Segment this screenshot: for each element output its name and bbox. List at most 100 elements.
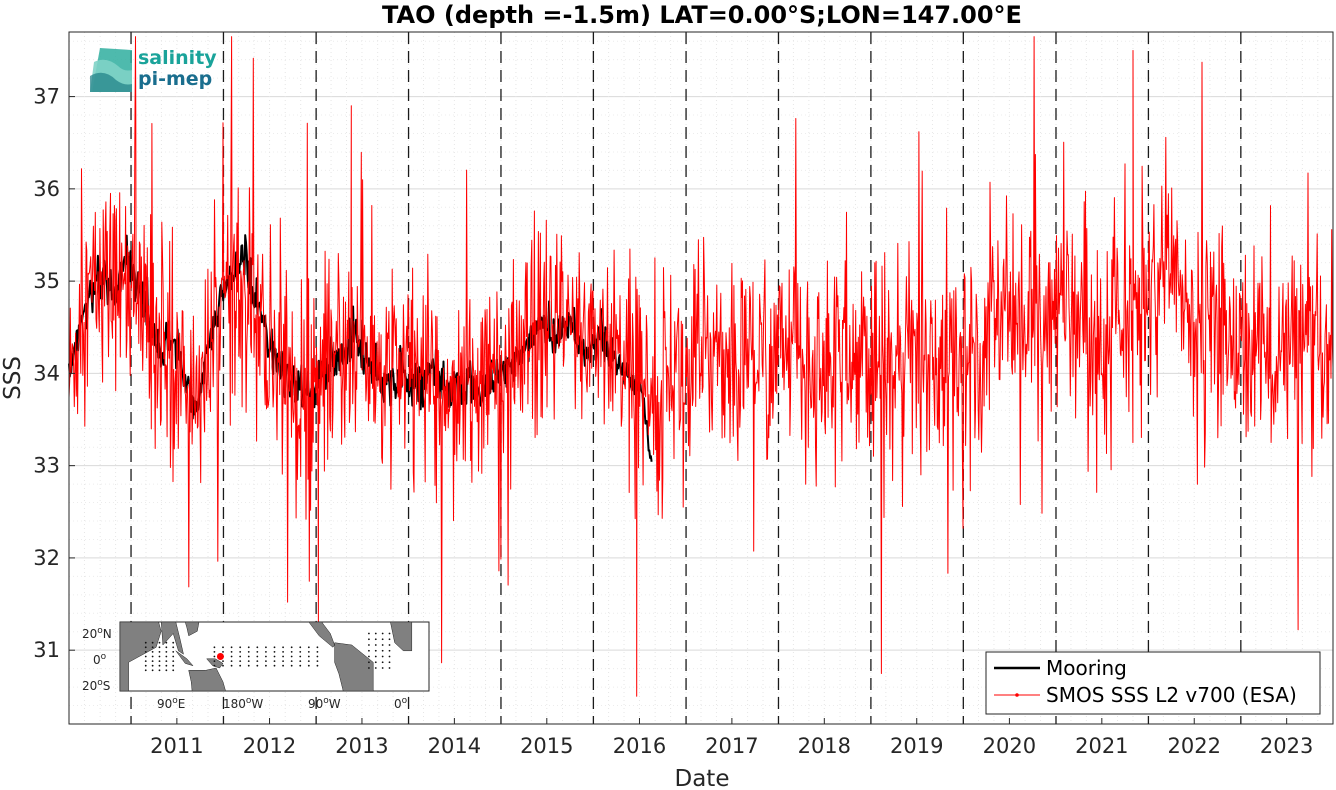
inset-map-buoy-dot (256, 660, 259, 662)
inset-map-buoy-dot (222, 664, 224, 667)
inset-map-buoy-dot (388, 667, 391, 669)
inset-map-buoy-dot (381, 661, 384, 664)
inset-map-buoy-dot (381, 649, 384, 652)
inset-map-buoy-dot (368, 644, 370, 646)
inset-map-landmass (160, 621, 184, 655)
inset-map-buoy-dot (282, 646, 284, 649)
logo-wave-icon-3 (90, 72, 132, 92)
inset-map-buoy-dot (368, 667, 370, 669)
inset-map-buoy-dot (247, 660, 250, 662)
inset-map-buoy-dot (307, 660, 310, 662)
inset-map-buoy-dot (388, 638, 391, 641)
inset-map-buoy-dot (368, 638, 370, 641)
inset-map-buoy-dot (172, 660, 175, 662)
inset-map-buoy-dot (282, 655, 284, 658)
x-tick-label: 2016 (613, 734, 666, 758)
logo-text-salinity: salinity (138, 47, 217, 69)
x-tick-label: 2013 (335, 734, 388, 758)
inset-map-buoy-dot (230, 660, 233, 662)
inset-map-buoy-dot (299, 651, 302, 653)
inset-map-buoy-dot (144, 669, 147, 672)
inset-map-buoy-dot (381, 638, 384, 641)
inset-map-landmass (175, 650, 194, 667)
inset-map-landmass (390, 621, 413, 652)
inset-map-buoy-dot (222, 660, 224, 662)
inset-map-buoy-dot (158, 651, 161, 653)
inset-map-buoy-dot (273, 646, 276, 649)
x-axis-ticks: 2011 2012 2013 2014 2015 2016 2017 2018 2019 2020… (150, 718, 1313, 758)
inset-map-buoy-dot (239, 655, 242, 658)
y-tick-label: 32 (33, 546, 60, 570)
y-tick-label: 37 (33, 85, 60, 109)
inset-map-buoy-dot (239, 646, 242, 649)
inset-map-buoy-dot (151, 646, 154, 649)
x-tick-label: 2020 (983, 734, 1036, 758)
legend-label-mooring: Mooring (1046, 656, 1127, 680)
inset-map-buoy-dot (213, 651, 216, 653)
inset-map-buoy-dot (247, 646, 250, 649)
legend-box (985, 651, 1321, 715)
inset-map-buoy-dot (151, 660, 154, 662)
inset-map-buoy-dot (307, 646, 310, 649)
inset-map-buoy-dot (388, 655, 391, 658)
inset-map-buoy-dot (165, 655, 168, 658)
inset-map-buoy-dot (213, 660, 216, 662)
inset-map-buoy-dot (158, 655, 161, 658)
x-tick-label: 2022 (1168, 734, 1221, 758)
inset-map-buoy-dot (290, 660, 293, 662)
inset-map-buoy-dot (316, 646, 319, 649)
inset-map-buoy-dot (144, 660, 147, 662)
inset-lon-label-90e: 90oE (157, 696, 185, 711)
inset-map-buoy-dot (381, 667, 384, 669)
inset-map-buoy-dot (316, 651, 319, 653)
inset-map-buoy-dot (172, 669, 175, 672)
inset-map-buoy-dot (299, 655, 302, 658)
y-axis-ticks: 31 32 33 34 35 36 37 (33, 85, 75, 662)
inset-map-buoy-dot (388, 661, 391, 664)
inset-map-landmass (334, 642, 374, 692)
inset-map-buoy-dot (230, 655, 233, 658)
inset-map-buoy-dot (374, 655, 377, 658)
inset-map-buoy-dot (307, 664, 310, 667)
inset-map-buoy-dot (144, 655, 147, 658)
inset-map-buoy-dot (230, 646, 233, 649)
inset-map-buoy-dot (388, 649, 391, 652)
inset-map-landmass (206, 658, 224, 669)
inset-map-buoy-dot (172, 664, 175, 667)
inset-map-buoy-dot (290, 655, 293, 658)
inset-map-buoy-dot (222, 651, 224, 653)
inset-map-buoy-dot (388, 632, 391, 635)
y-tick-label: 35 (33, 269, 60, 293)
inset-map-buoy-dot (165, 646, 168, 649)
inset-map-buoy-dot (256, 646, 259, 649)
inset-map-buoy-dot (368, 655, 370, 658)
inset-map-buoy-dot (290, 651, 293, 653)
inset-map-buoy-dot (273, 655, 276, 658)
inset-map-buoy-dot (151, 641, 154, 644)
inset-map-landmass (188, 667, 226, 692)
inset-lon-label-0: 0o (394, 696, 408, 711)
inset-map-buoy-dot (381, 655, 384, 658)
inset-map-buoys (144, 632, 391, 672)
inset-map-buoy-dot (299, 660, 302, 662)
inset-map-buoy-dot (374, 632, 377, 635)
inset-map-buoy-dot (158, 641, 161, 644)
x-tick-label: 2015 (520, 734, 573, 758)
inset-map: 20oN 0o 20oS 90oE 180oW 90oW 0o (82, 621, 430, 711)
inset-map-buoy-dot (239, 664, 242, 667)
logo-text-pimep: pi-mep (138, 68, 212, 90)
inset-map-buoy-dot (374, 667, 377, 669)
y-tick-label: 36 (33, 177, 60, 201)
inset-map-buoy-dot (368, 661, 370, 664)
x-tick-label: 2023 (1260, 734, 1313, 758)
inset-map-buoy-dot (165, 669, 168, 672)
legend-label-smos: SMOS SSS L2 v700 (ESA) (1046, 683, 1297, 707)
x-tick-label: 2014 (428, 734, 481, 758)
inset-map-buoy-dot (388, 644, 391, 646)
inset-map-buoy-dot (158, 664, 161, 667)
inset-lat-label-20n: 20oN (82, 626, 112, 641)
inset-map-buoy-dot (172, 651, 175, 653)
inset-lat-label-0: 0o (93, 652, 107, 667)
inset-map-buoy-dot (213, 655, 216, 658)
